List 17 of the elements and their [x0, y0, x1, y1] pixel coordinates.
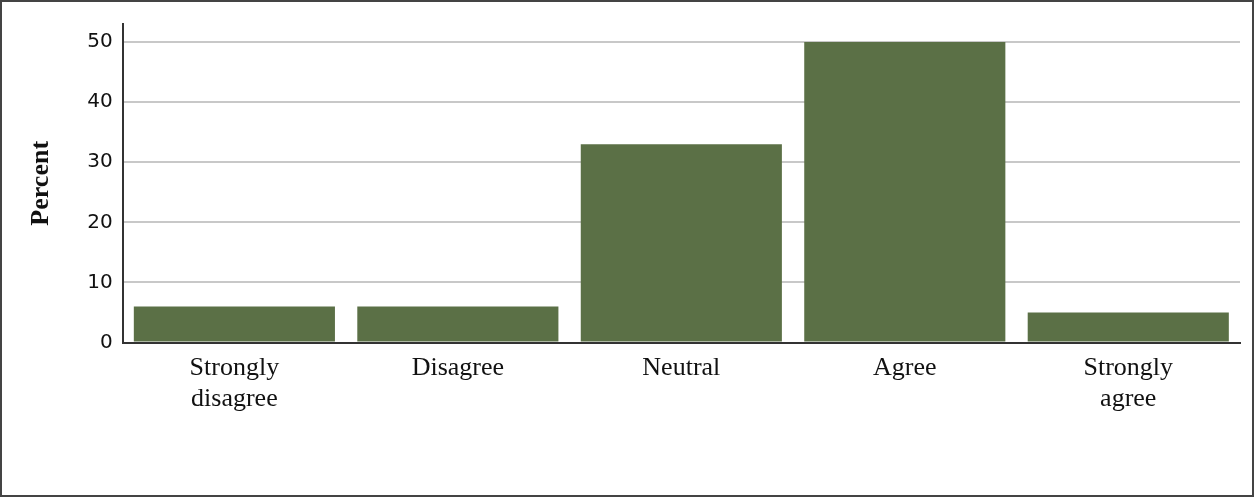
- y-tick-label: 40: [87, 88, 113, 113]
- y-tick-label: 10: [87, 268, 113, 293]
- x-tick-label: Strongly disagree: [189, 352, 280, 413]
- y-tick-label: 20: [87, 208, 113, 233]
- bar: [580, 144, 782, 342]
- x-tick-label: Disagree: [411, 352, 505, 382]
- bar: [133, 306, 335, 342]
- y-tick-label: 50: [87, 28, 113, 53]
- y-tick-label: 0: [99, 328, 113, 353]
- bar: [1027, 312, 1229, 342]
- y-tick-label: 30: [87, 148, 113, 173]
- bar: [357, 306, 559, 342]
- y-axis-title: Percent: [25, 140, 55, 226]
- x-tick-label: Agree: [873, 352, 937, 382]
- x-tick-label: Strongly agree: [1083, 352, 1174, 413]
- x-tick-label: Neutral: [642, 352, 721, 382]
- bar: [804, 42, 1006, 342]
